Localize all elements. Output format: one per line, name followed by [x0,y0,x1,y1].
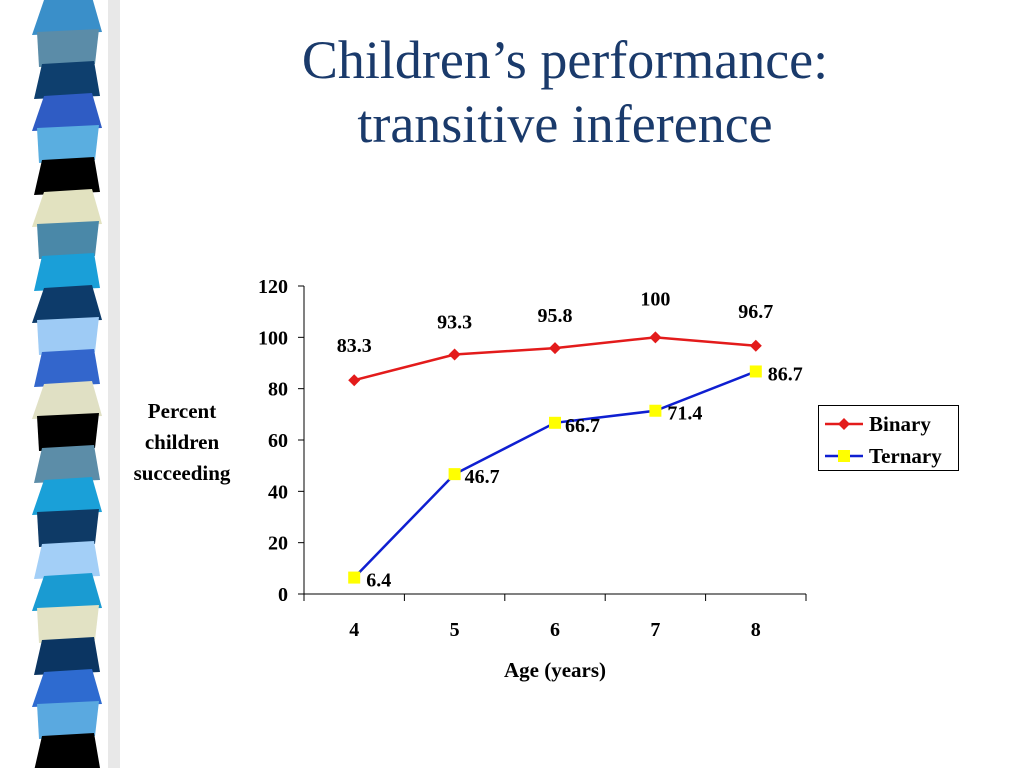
data-label-binary: 96.7 [738,301,773,323]
legend-item-binary: Binary [825,411,955,437]
y-tick-label: 120 [258,276,288,298]
data-point-binary [348,374,361,387]
data-label-ternary: 6.4 [366,570,391,592]
stripe-block [37,125,99,163]
stripe-block [32,381,102,419]
stripe-block [37,413,99,451]
data-point-binary [749,339,762,352]
data-point-binary [649,331,662,344]
data-point-binary [549,342,561,355]
y-axis-label: Percent children succeeding [112,396,252,489]
x-tick-label: 6 [550,619,560,641]
chart-legend: Binary Ternary [818,405,959,471]
y-tick-label: 0 [278,584,288,606]
data-point-ternary [649,404,662,417]
x-tick-label: 5 [450,619,460,641]
x-tick-label: 4 [349,619,359,641]
legend-swatch-binary [825,418,863,430]
y-axis-label-line-3: succeeding [133,461,231,485]
data-label-binary: 100 [640,288,670,310]
stripe-block [37,29,99,67]
stripe-block [34,541,100,579]
stripe-block [34,637,100,675]
y-axis-label-line-2: children [144,430,220,454]
slide-title: Children’s performance: transitive infer… [170,28,960,156]
data-point-ternary [348,571,361,584]
y-tick-label: 20 [268,533,288,555]
legend-marker-ternary [838,450,850,462]
stripe-block [32,285,102,323]
y-axis-label-line-1: Percent [147,399,217,423]
data-point-ternary [448,468,461,481]
data-label-ternary: 86.7 [768,363,803,385]
stripe-block [34,733,100,768]
legend-label-ternary: Ternary [869,444,942,468]
stripe-shadow [108,0,120,768]
data-label-binary: 83.3 [337,335,372,357]
x-tick-label: 8 [751,619,761,641]
data-label-binary: 93.3 [437,312,472,334]
data-point-binary [448,348,461,361]
stripe-block [37,221,99,259]
data-label-ternary: 46.7 [465,466,500,488]
data-point-ternary [549,416,561,429]
title-line-1: Children’s performance: [301,30,829,90]
legend-marker-binary [838,418,850,430]
legend-swatch-ternary [825,450,863,462]
stripe-block [32,477,102,515]
stripe-block [37,605,99,643]
stripe-block [32,189,102,227]
data-label-binary: 95.8 [538,305,573,327]
data-label-ternary: 71.4 [667,403,702,425]
stripe-block [32,0,102,35]
y-tick-label: 60 [268,430,288,452]
stripe-block [34,253,100,291]
title-line-2: transitive inference [357,94,773,154]
data-label-ternary: 66.7 [565,415,600,437]
x-axis-label: Age (years) [503,658,607,682]
y-tick-label: 80 [268,379,288,401]
stripe-block [34,157,100,195]
stripe-block [34,349,100,387]
stripe-block [37,509,99,547]
legend-label-binary: Binary [869,412,931,436]
stripe-block [32,573,102,611]
legend-item-ternary: Ternary [825,443,955,469]
y-tick-label: 100 [258,327,288,349]
stripe-block [37,317,99,355]
data-point-ternary [749,365,762,378]
stripe-block [34,61,100,99]
stripe-block [34,445,100,483]
x-tick-label: 7 [650,619,660,641]
stripe-block [37,701,99,739]
stripe-block [32,669,102,707]
stripe-block [32,93,102,131]
y-tick-label: 40 [268,481,288,503]
decorative-stripe [32,0,120,768]
